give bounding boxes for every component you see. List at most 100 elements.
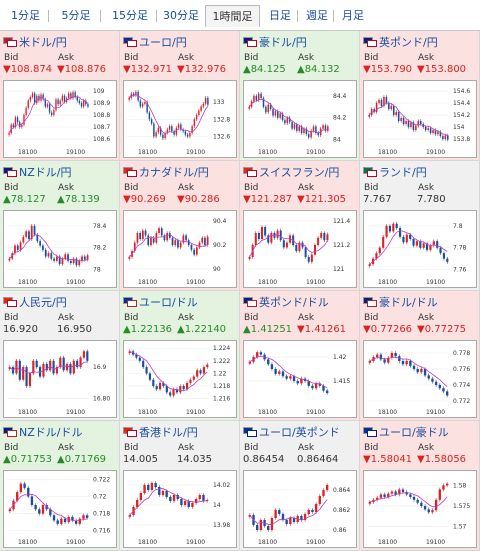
- candlestick-chart[interactable]: 121.4 121.2 121 18100 19100: [243, 210, 357, 288]
- candle-body: [285, 376, 288, 379]
- pair-title-link[interactable]: 豪ドル/円: [243, 35, 307, 49]
- pair-name: NZドル/円: [19, 166, 72, 179]
- rate-cell: ユーロ/英ポンド Bid Ask 0.86454 0.86464 0.864 0.862 0.…: [240, 421, 360, 551]
- candle-body: [47, 253, 50, 257]
- candle-body: [191, 503, 194, 507]
- y-tick-label: 0.716: [93, 528, 110, 535]
- candle-body: [279, 113, 281, 118]
- tab-1hour[interactable]: 1時間足: [205, 5, 260, 27]
- candle-body: [295, 245, 298, 251]
- candle-body: [265, 106, 267, 113]
- ask-price: ▲84.132: [297, 64, 340, 75]
- candle-body: [248, 361, 252, 364]
- pair-title-link[interactable]: NZドル/ドル: [3, 425, 82, 439]
- candle-body: [380, 100, 383, 106]
- candle-body: [199, 370, 202, 374]
- candlestick-chart[interactable]: 0.864 0.862 0.86 18100 19100: [243, 470, 357, 548]
- candle-body: [190, 245, 193, 250]
- candle-body: [385, 97, 388, 103]
- pair-title-link[interactable]: 豪ドル/ドル: [363, 295, 438, 309]
- pair-title-link[interactable]: スイスフラン/円: [243, 165, 339, 179]
- candle-body: [74, 520, 78, 524]
- candle-body: [72, 360, 75, 374]
- tab-weekly[interactable]: 週足: [300, 5, 334, 27]
- candle-body: [68, 93, 70, 99]
- candlestick-chart[interactable]: 90.4 90.2 90 18100 19100: [123, 210, 237, 288]
- pair-title-link[interactable]: 米ドル/円: [3, 35, 67, 49]
- tab-15min[interactable]: 15分足: [103, 5, 157, 27]
- candle-body: [398, 228, 402, 237]
- y-tick-label: 13.98: [213, 522, 230, 529]
- candle-body: [248, 515, 252, 517]
- pair-title-link[interactable]: ユーロ/英ポンド: [243, 425, 340, 439]
- pair-title-link[interactable]: ユーロ/豪ドル: [363, 425, 449, 439]
- candlestick-chart[interactable]: 109 108.9 108.8 108.7 108.6 18100 19100: [3, 80, 117, 158]
- candlestick-chart[interactable]: 1.42 1.415 18100 19100: [243, 340, 357, 418]
- candlestick-chart[interactable]: 84.4 84.2 84 18100 19100: [243, 80, 357, 158]
- candle-body: [69, 363, 72, 374]
- x-tick-label: 19100: [306, 409, 325, 416]
- candle-body: [429, 128, 432, 133]
- bid-price: ▼153.790: [363, 64, 413, 75]
- candle-body: [388, 225, 392, 232]
- candle-body: [165, 386, 168, 393]
- y-tick-label: 0.864: [333, 487, 350, 494]
- y-tick-label: 7.76: [453, 267, 467, 274]
- pair-title-link[interactable]: 英ポンド/ドル: [243, 295, 329, 309]
- ask-price: ▼1.58056: [417, 454, 467, 465]
- x-tick-label: 19100: [66, 149, 85, 156]
- candlestick-chart[interactable]: 16.9 16.80 18100 19100: [3, 340, 117, 418]
- candle-body: [193, 119, 196, 127]
- candle-body: [207, 97, 209, 105]
- pair-title-link[interactable]: ユーロ/円: [123, 35, 187, 49]
- x-tick-label: 19100: [426, 409, 445, 416]
- candle-body: [8, 509, 12, 512]
- candle-body: [168, 233, 171, 238]
- pair-title-link[interactable]: カナダドル/円: [123, 165, 209, 179]
- pair-title-link[interactable]: 人民元/円: [3, 295, 67, 309]
- candle-body: [387, 357, 390, 363]
- candle-body: [303, 514, 307, 520]
- candlestick-chart[interactable]: 1.224 1.222 1.22 1.218 1.216 18100 19100: [123, 340, 237, 418]
- candlestick-chart[interactable]: 0.722 0.72 0.718 0.716 18100 19100: [3, 470, 117, 548]
- tab-monthly[interactable]: 月足: [342, 9, 364, 22]
- y-tick-label: 0.72: [93, 493, 107, 500]
- currency-flags-icon: [3, 37, 17, 47]
- candlestick-chart[interactable]: 14.02 14 13.98 18100 19100: [123, 470, 237, 548]
- candle-body: [278, 510, 281, 514]
- candle-body: [445, 483, 449, 486]
- candle-body: [64, 254, 67, 259]
- candle-body: [182, 129, 184, 132]
- candlestick-chart[interactable]: 7.8 7.78 7.76 18100 19100: [363, 210, 477, 288]
- pair-title-link[interactable]: 香港ドル/円: [123, 425, 198, 439]
- candle-body: [410, 122, 412, 127]
- candle-body: [434, 381, 438, 385]
- pair-title-link[interactable]: 英ポンド/円: [363, 35, 438, 49]
- candle-body: [248, 106, 250, 109]
- candlestick-chart[interactable]: 133 132.8 132.6 18100 19100: [123, 80, 237, 158]
- candlestick-chart[interactable]: 154.6 154.4 154.2 154 153.8 18100 19100: [363, 80, 477, 158]
- pair-title-link[interactable]: NZドル/円: [3, 165, 71, 179]
- candlestick-chart[interactable]: 78.4 78.2 78 18100 19100: [3, 210, 117, 288]
- pair-title-link[interactable]: ユーロ/ドル: [123, 295, 198, 309]
- tab-1min[interactable]: 1分足: [2, 5, 49, 27]
- tab-5min[interactable]: 5分足: [51, 5, 101, 27]
- candle-body: [138, 357, 141, 361]
- candle-body: [401, 489, 405, 492]
- pair-title-link[interactable]: ランド/円: [363, 165, 427, 179]
- candle-body: [434, 499, 438, 511]
- tab-30min[interactable]: 30分足: [163, 9, 199, 22]
- pair-name: NZドル/ドル: [19, 426, 83, 439]
- tab-daily[interactable]: 日足: [262, 5, 298, 27]
- candle-body: [267, 526, 270, 530]
- candle-body: [311, 385, 314, 389]
- candle-body: [368, 115, 371, 117]
- candle-body: [312, 126, 315, 131]
- candle-body: [267, 235, 270, 243]
- candle-body: [285, 242, 288, 248]
- candlestick-chart[interactable]: 1.58 1.575 1.57 18100 19100: [363, 470, 477, 548]
- candlestick-chart[interactable]: 0.778 0.776 0.774 0.772 18100 19100: [363, 340, 477, 418]
- moving-average-line: [249, 499, 328, 526]
- candle-body: [55, 99, 57, 111]
- y-tick-label: 1.575: [453, 503, 470, 510]
